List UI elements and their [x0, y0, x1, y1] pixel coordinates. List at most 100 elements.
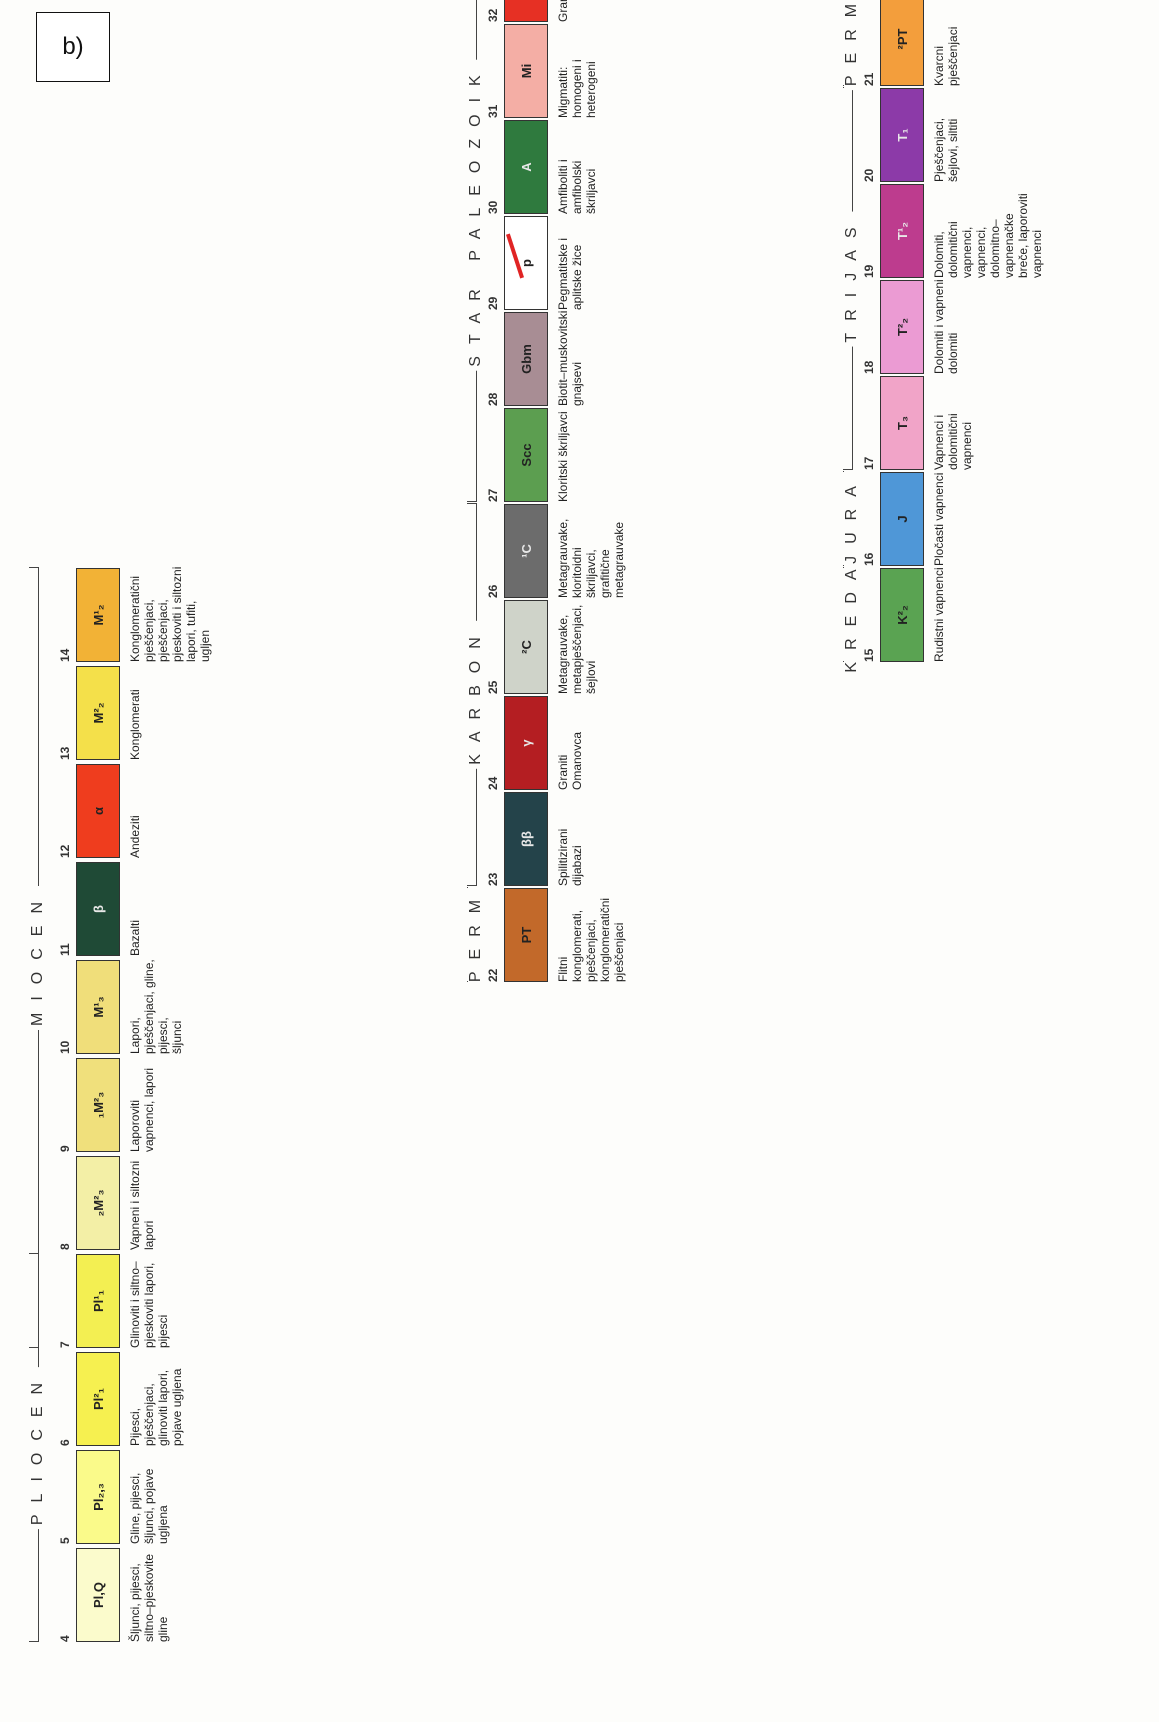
legend-entry: 6 Pl²₁ Pijesci, pješčenjaci, glinoviti lap…: [58, 1350, 478, 1446]
unit-code: Pl₂,₃: [90, 1483, 106, 1511]
color-swatch: β: [76, 862, 120, 956]
unit-description: Pijesci, pješčenjaci, glinoviti lapori, …: [128, 1368, 184, 1446]
color-swatch: ββ: [504, 792, 548, 886]
unit-description: Kvarcni pješčenjaci: [932, 26, 960, 86]
color-swatch: γ: [504, 696, 548, 790]
entry-number: 26: [486, 584, 500, 598]
unit-description: Pegmatitske i aplitske žice: [556, 237, 584, 310]
unit-description: Dolomiti, dolomitični vapnenci, vapnenci…: [932, 193, 1044, 278]
unit-description: Amfiboliti i amfibolski škriljavci: [556, 159, 598, 214]
color-swatch: ²PT: [880, 0, 924, 86]
unit-description: Vapneni i siltozni lapori: [128, 1160, 156, 1250]
color-swatch: Pl,Q: [76, 1548, 120, 1642]
legend-entry: 24 γ Graniti Omanovca: [486, 694, 906, 790]
unit-description: Bazalti: [128, 919, 142, 956]
color-swatch: Mi: [504, 24, 548, 118]
color-swatch: T²₂: [880, 280, 924, 374]
unit-code: T²₂: [894, 317, 910, 337]
unit-description: Flitni konglomerati, pješčenjaci, konglo…: [556, 897, 626, 982]
legend-entry: 23 ββ Spilitizirani dijabazi: [486, 790, 906, 886]
color-swatch: J: [880, 472, 924, 566]
legend-entry: 8 ₂M²₃ Vapneni i siltozni lapori: [58, 1154, 478, 1250]
unit-description: Pješčenjaci, šejlovi, siltiti: [932, 117, 960, 182]
unit-description: Dolomiti i vapneni dolomiti: [932, 279, 960, 374]
legend-entry: 15 K²₂ Rudistni vapnenci: [862, 566, 1159, 662]
entry-number: 17: [862, 456, 876, 470]
color-swatch: ²C: [504, 600, 548, 694]
color-swatch: G: [504, 0, 548, 22]
unit-description: Šljunci, pijesci, siltno–pjeskovite glin…: [128, 1553, 170, 1642]
unit-code: ₁M²₃: [90, 1091, 106, 1119]
unit-code: M²₂: [90, 702, 106, 724]
panel-label: b): [36, 12, 110, 82]
entry-number: 31: [486, 104, 500, 118]
entry-number: 4: [58, 1635, 72, 1642]
color-swatch: A: [504, 120, 548, 214]
unit-code: β: [90, 905, 106, 913]
entry-number: 27: [486, 488, 500, 502]
entry-number: 25: [486, 680, 500, 694]
legend-entry: 21 ²PT Kvarcni pješčenjaci: [862, 0, 1159, 86]
unit-code: T₁: [894, 128, 910, 142]
legend-entry: 5 Pl₂,₃ Gline, pijesci, šljunci, pojave ug…: [58, 1448, 478, 1544]
entry-number: 20: [862, 168, 876, 182]
unit-description: Glinoviti i siltno–pjeskoviti lapori, pi…: [128, 1261, 170, 1348]
color-swatch: M¹₃: [76, 960, 120, 1054]
entry-number: 12: [58, 844, 72, 858]
unit-code: K²₂: [894, 605, 910, 625]
era-label: PERM: [467, 883, 484, 987]
entry-number: 19: [862, 264, 876, 278]
color-swatch: T¹₂: [880, 184, 924, 278]
unit-description: Spilitizirani dijabazi: [556, 828, 584, 886]
legend-entry: 17 T₃ Vapnenci i dolomitični vapnenci: [862, 374, 1159, 470]
unit-code: α: [90, 807, 106, 815]
legend-entry: 12 α Andeziti: [58, 762, 478, 858]
color-swatch: PT: [504, 888, 548, 982]
unit-description: Konglomeratični pješčenjaci, pješčenjaci…: [128, 566, 212, 662]
unit-description: Vapnenci i dolomitični vapnenci: [932, 413, 974, 470]
entry-number: 5: [58, 1537, 72, 1544]
legend-entry: 11 β Bazalti: [58, 860, 478, 956]
entry-number: 8: [58, 1243, 72, 1250]
entry-number: 14: [58, 648, 72, 662]
unit-code: p: [518, 259, 534, 267]
legend-entry: 18 T²₂ Dolomiti i vapneni dolomiti: [862, 278, 1159, 374]
color-swatch: K²₂: [880, 568, 924, 662]
entry-number: 23: [486, 872, 500, 886]
unit-code: Pl¹₁: [90, 1290, 106, 1312]
entry-number: 28: [486, 392, 500, 406]
unit-code: A: [518, 162, 534, 172]
unit-code: ββ: [518, 831, 534, 847]
entry-number: 7: [58, 1341, 72, 1348]
color-swatch: Pl₂,₃: [76, 1450, 120, 1544]
legend-entry: 30 A Amfiboliti i amfibolski škriljavci: [486, 118, 906, 214]
unit-description: Migmatiti: homogeni i heterogeni: [556, 59, 598, 118]
era-label: TRIJAS: [843, 211, 860, 347]
color-swatch: T₁: [880, 88, 924, 182]
era-label: STAR PALEOZOIK: [467, 59, 484, 371]
dike-symbol: [505, 233, 525, 279]
color-swatch: p: [504, 216, 548, 310]
unit-code: Mi: [518, 63, 534, 79]
entry-number: 13: [58, 746, 72, 760]
legend-entry: 9 ₁M²₃ Laporoviti vapnenci, lapori: [58, 1056, 478, 1152]
unit-description: Biotit–muskovitski gnajsevi: [556, 310, 584, 406]
color-swatch: M²₂: [76, 666, 120, 760]
entry-number: 16: [862, 552, 876, 566]
legend-entry: 16 J Pločasti vapnenci: [862, 470, 1159, 566]
legend-entry: 20 T₁ Pješčenjaci, šejlovi, siltiti: [862, 86, 1159, 182]
unit-description: Kloritski škriljavci: [556, 411, 570, 502]
unit-code: M¹₂: [90, 604, 106, 626]
color-swatch: Gbm: [504, 312, 548, 406]
color-swatch: T₃: [880, 376, 924, 470]
unit-code: Pl,Q: [90, 1582, 106, 1609]
color-swatch: M¹₂: [76, 568, 120, 662]
unit-code: M¹₃: [90, 996, 106, 1018]
color-swatch: Pl¹₁: [76, 1254, 120, 1348]
entry-number: 15: [862, 648, 876, 662]
era-label: MIOCEN: [29, 886, 46, 1030]
color-swatch: ₁M²₃: [76, 1058, 120, 1152]
era-label: KREDA: [843, 553, 860, 677]
unit-description: Lapori, pješčenjaci, gline, pijesci, šlj…: [128, 959, 184, 1054]
entry-number: 30: [486, 200, 500, 214]
